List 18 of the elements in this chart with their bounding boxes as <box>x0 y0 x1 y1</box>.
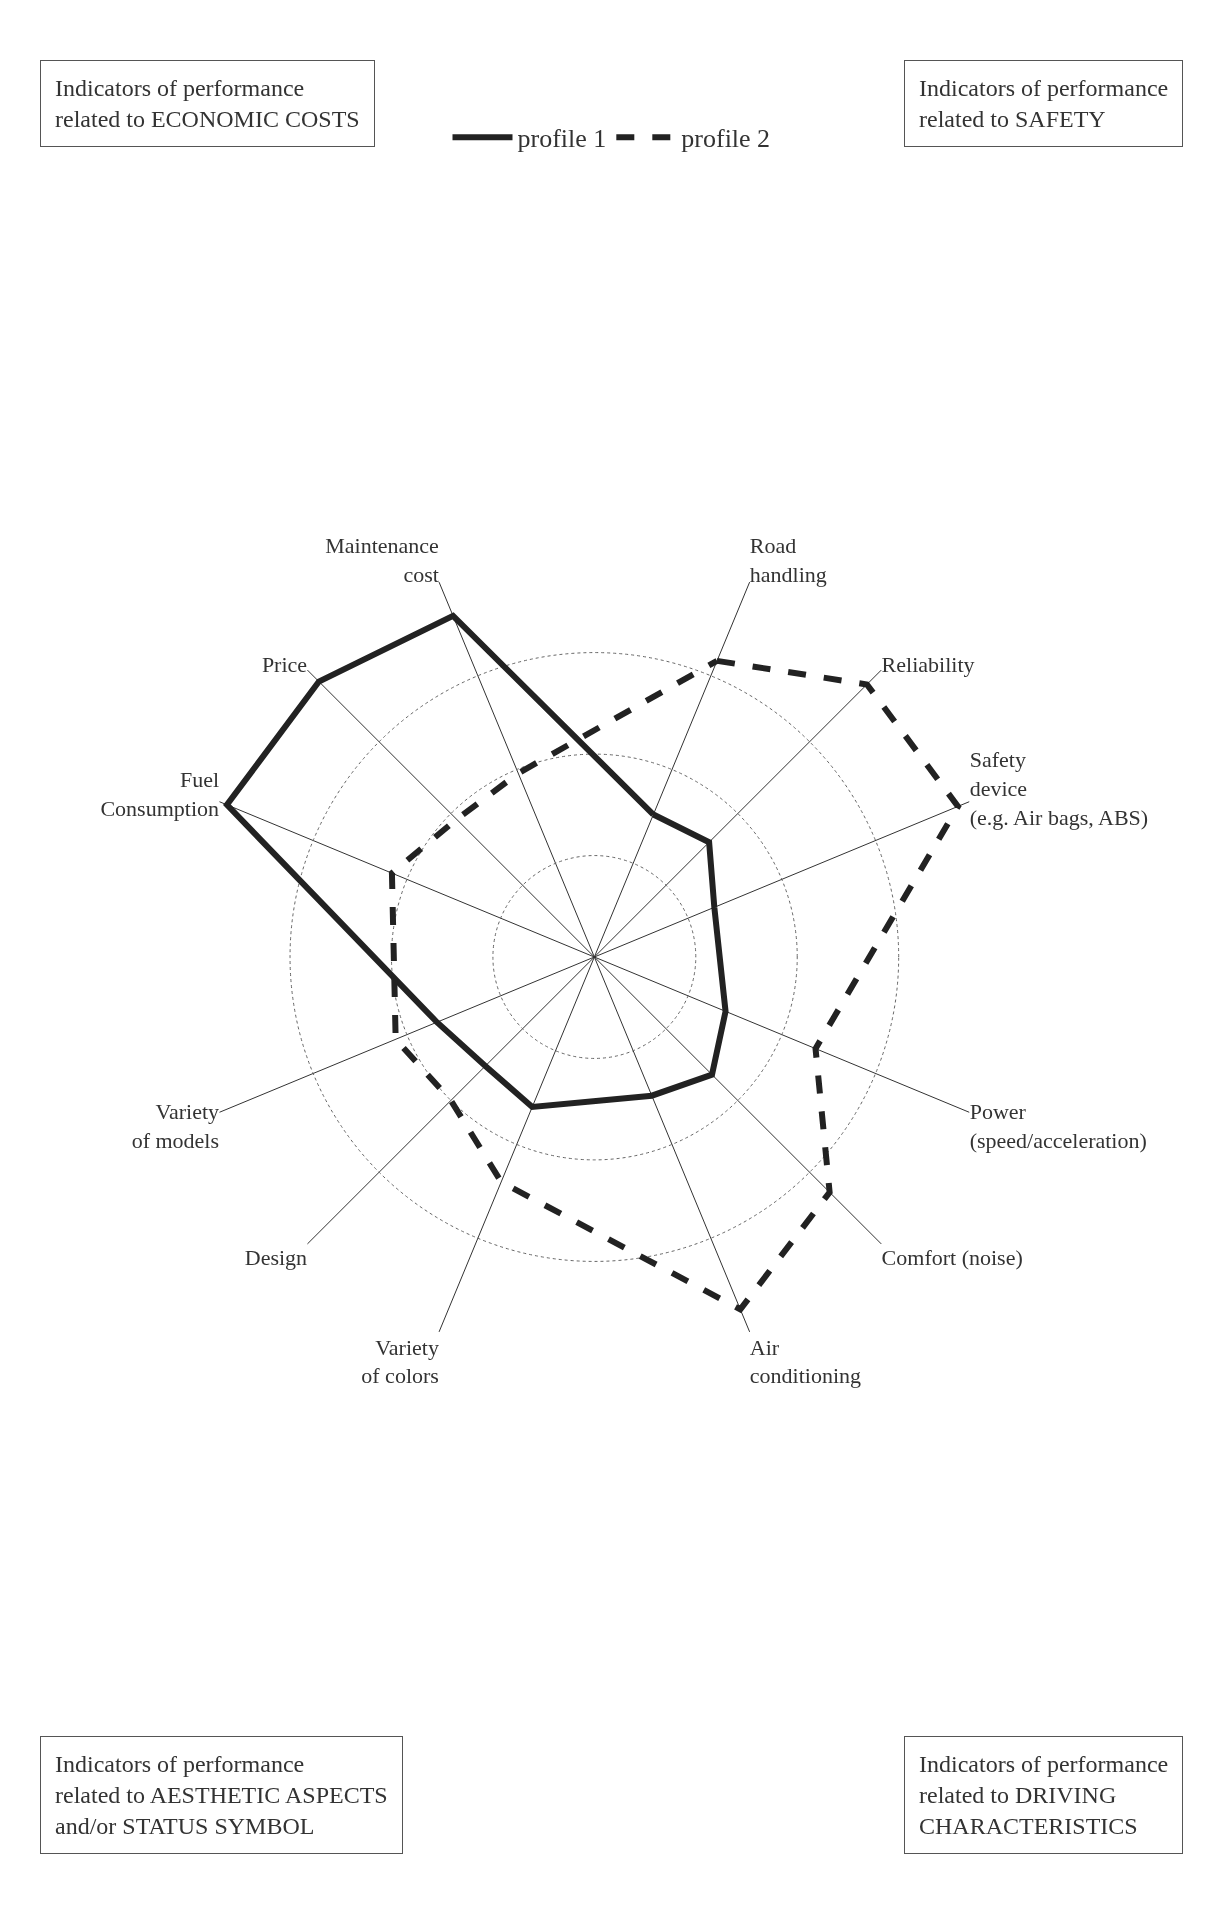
spoke-label: Price <box>261 652 308 678</box>
spoke-label: Reliability <box>881 652 975 678</box>
spoke-label: Air conditioning <box>749 1334 862 1389</box>
text: Indicators of performance related to ECONOMIC COSTS <box>55 75 360 133</box>
spoke-label: Variety of colors <box>361 1334 439 1389</box>
spoke-label: Variety of models <box>131 1099 220 1153</box>
text: Indicators of performance related to AESTHETIC ASPECTS and/or STATUS SYMBOL <box>55 1751 388 1840</box>
spoke-label: Maintenance cost <box>325 533 439 587</box>
spoke-label: Design <box>244 1245 308 1271</box>
text: Indicators of performance related to DRIVING CHARACTERISTICS <box>919 1751 1169 1840</box>
legend-label: profile 1 <box>517 124 607 154</box>
spoke-label: Fuel Consumption <box>100 767 220 821</box>
spoke-label: Power (speed/acceleration) <box>969 1099 1147 1153</box>
spoke-label: Comfort (noise) <box>881 1245 1023 1271</box>
legend-label: profile 2 <box>681 124 771 154</box>
spoke-label: Safety device (e.g. Air bags, ABS) <box>969 747 1149 830</box>
spoke-label: Road handling <box>749 533 827 587</box>
text: Indicators of performance related to SAFETY <box>919 75 1169 133</box>
